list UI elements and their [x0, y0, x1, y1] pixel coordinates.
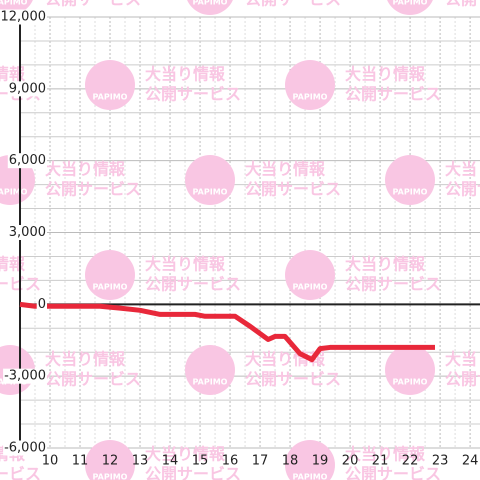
watermark-logo: PAPIMO [193, 0, 228, 7]
watermark-text: 大当り情報 [345, 255, 426, 274]
watermark-text: 公開サービス [245, 370, 341, 389]
watermark-logo: PAPIMO [93, 473, 128, 480]
watermark-text: 公開サービス [145, 465, 241, 480]
y-tick-label: 9,000 [9, 81, 46, 96]
watermark-text: 公開サービス [245, 180, 341, 199]
watermark-circle [385, 155, 435, 205]
watermark-logo: PAPIMO [293, 473, 328, 480]
x-tick-label: 24 [462, 454, 479, 469]
watermark-text: 公開サービス [445, 180, 480, 199]
watermark-text: 大当り情報 [45, 350, 126, 369]
x-tick-label: 22 [402, 454, 419, 469]
watermark-text: 大当り情報 [345, 65, 426, 84]
watermark-circle [387, 0, 433, 15]
watermark-text: 公開サービス [45, 180, 141, 199]
x-tick-label: 23 [432, 454, 449, 469]
x-tick-label: 10 [42, 454, 59, 469]
x-tick-label: 15 [192, 454, 209, 469]
watermark-circle [285, 250, 335, 300]
watermark-text: 公開サービス [345, 275, 441, 294]
x-tick-label: 20 [342, 454, 359, 469]
watermark-logo: PAPIMO [0, 0, 28, 7]
watermark-logo: PAPIMO [393, 378, 428, 387]
y-tick-label: 3,000 [9, 225, 46, 240]
watermark-text: 大当り情報 [445, 160, 480, 179]
label-bg [7, 225, 47, 240]
watermark-circle [285, 60, 335, 110]
x-tick-label: 16 [222, 454, 239, 469]
watermark-text: 大当り情報 [245, 160, 326, 179]
watermark-logo: PAPIMO [93, 283, 128, 292]
watermark-text: 公開サービス [145, 85, 241, 104]
x-tick-label: 17 [252, 454, 269, 469]
label-bg [3, 440, 47, 456]
watermark-text: 大当り情報 [145, 255, 226, 274]
watermark-text: 公開サービス [245, 0, 341, 9]
watermark-text: 大当り情報 [445, 350, 480, 369]
watermark-text: 公開サービス [45, 370, 141, 389]
line-series [19, 301, 435, 363]
watermark-logo: PAPIMO [0, 188, 28, 197]
watermark-logo: PAPIMO [393, 188, 428, 197]
watermark-text: 大当り情報 [145, 445, 226, 464]
watermark-circle [285, 440, 335, 480]
x-tick-label: 21 [372, 454, 389, 469]
label-bg [7, 153, 47, 169]
watermark-logo: PAPIMO [293, 283, 328, 292]
y-tick-label: -6,000 [4, 441, 46, 456]
x-tick-label: 12 [102, 454, 119, 469]
watermark-logo: PAPIMO [93, 93, 128, 102]
label-bg [3, 368, 47, 384]
x-tick-label: 14 [162, 454, 179, 469]
watermark-circle [187, 0, 233, 15]
watermark-text: 大当り情報 [145, 65, 226, 84]
label-bg [0, 9, 47, 25]
label-bg [7, 81, 47, 97]
watermark-logo: PAPIMO [193, 188, 228, 197]
x-tick-label: 19 [312, 454, 329, 469]
x-tick-label: 18 [282, 454, 299, 469]
watermark-text: 公開サービス [145, 275, 241, 294]
y-tick-label: 0 [38, 297, 46, 312]
watermark-text: 公開サービス [445, 370, 480, 389]
watermark-circle [85, 60, 135, 110]
watermark-circle [185, 345, 235, 395]
watermark-logo: PAPIMO [293, 93, 328, 102]
watermark-text: 大当り情報 [0, 255, 26, 274]
watermark-circle [385, 345, 435, 395]
y-tick-label: -3,000 [4, 369, 46, 384]
x-tick-label: 11 [72, 454, 89, 469]
label-bg [36, 296, 47, 312]
y-tick-label: 12,000 [1, 10, 47, 25]
watermark-text: 公開サービス [0, 465, 41, 480]
watermark-circle [185, 155, 235, 205]
watermark-text: 大当り情報 [345, 445, 426, 464]
x-tick-label: 13 [132, 454, 149, 469]
watermark-logo: PAPIMO [193, 378, 228, 387]
watermark-circle [85, 250, 135, 300]
watermark-text: 公開サービス [45, 0, 141, 9]
watermark-circle [85, 440, 135, 480]
watermark-text: 公開サービス [445, 0, 480, 9]
watermark-text: 公開サービス [345, 465, 441, 480]
watermark-text: 公開サービス [345, 85, 441, 104]
y-tick-label: 6,000 [9, 153, 46, 168]
watermark-text: 大当り情報 [45, 160, 126, 179]
watermark-logo: PAPIMO [393, 0, 428, 7]
